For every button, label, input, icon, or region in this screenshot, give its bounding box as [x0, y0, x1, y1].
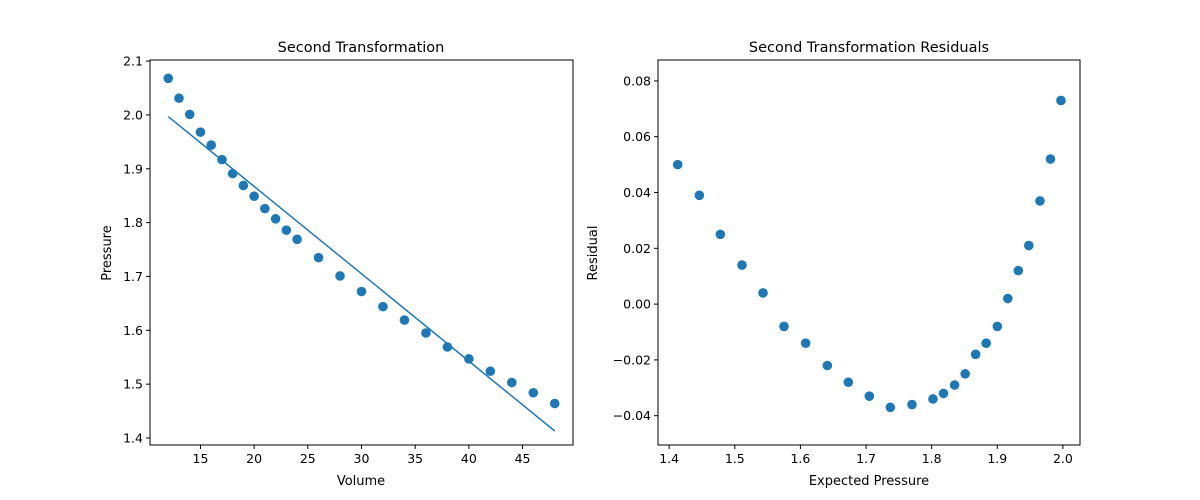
- y-tick-label: 1.7: [123, 269, 143, 284]
- data-point: [442, 342, 453, 352]
- data-point: [928, 394, 938, 404]
- data-point: [885, 402, 896, 413]
- data-point: [485, 366, 496, 377]
- data-point: [938, 388, 949, 399]
- y-tick-label: 1.9: [123, 161, 143, 176]
- data-point: [227, 168, 238, 179]
- data-point: [464, 354, 474, 364]
- data-point: [800, 338, 811, 348]
- data-point: [184, 109, 195, 120]
- data-point: [949, 380, 960, 390]
- chart-title: Second Transformation: [278, 40, 445, 56]
- x-tick-label: 35: [407, 451, 423, 466]
- data-point: [378, 301, 388, 312]
- y-tick-label: 0.00: [623, 297, 651, 312]
- data-point: [528, 387, 539, 398]
- data-point: [399, 315, 410, 325]
- data-point: [313, 252, 324, 263]
- data-point: [270, 214, 281, 224]
- y-tick-label: 1.6: [123, 323, 143, 338]
- y-tick-label: 2.1: [123, 54, 143, 69]
- data-point: [217, 154, 227, 165]
- y-tick-label: 0.06: [623, 129, 651, 144]
- data-point: [779, 321, 789, 332]
- x-tick-label: 1.7: [856, 451, 876, 466]
- plot-area: 1.4 1.5 1.6 1.7 1.8 1.9 2.0 −0.04 −0.02 0.00 0.02 0…: [613, 73, 1073, 466]
- data-point: [238, 180, 249, 191]
- data-point: [970, 349, 981, 360]
- data-point: [1056, 95, 1066, 106]
- x-tick-label: 1.8: [922, 451, 942, 466]
- data-point: [672, 159, 683, 170]
- y-tick-label: 0.02: [623, 241, 651, 256]
- x-tick-label: 1.5: [725, 451, 745, 466]
- pressure-vs-volume-chart: Second Transformation Volume Pressure 15…: [100, 40, 574, 489]
- x-tick-label: 20: [246, 451, 262, 466]
- data-point: [195, 127, 206, 137]
- x-tick-label: 15: [193, 451, 209, 466]
- data-point: [822, 360, 833, 371]
- data-point: [1013, 265, 1024, 276]
- y-tick-label: 2.0: [123, 107, 143, 122]
- data-point: [1024, 240, 1034, 251]
- data-point: [549, 398, 560, 409]
- x-tick-label: 1.6: [790, 451, 810, 466]
- data-point: [356, 286, 367, 297]
- data-point: [260, 203, 270, 214]
- data-point: [992, 321, 1003, 332]
- data-point: [715, 229, 726, 240]
- y-tick-label: −0.04: [613, 408, 651, 423]
- data-point: [1035, 196, 1045, 206]
- data-point: [758, 288, 768, 298]
- data-point: [421, 328, 431, 338]
- y-tick-label: 0.04: [623, 185, 651, 200]
- data-point: [163, 73, 174, 84]
- data-point: [737, 260, 747, 270]
- data-point: [335, 271, 345, 281]
- data-point: [843, 377, 854, 388]
- axes-frame: [657, 59, 1081, 446]
- data-point: [1045, 154, 1056, 164]
- y-tick-label: 1.8: [123, 215, 143, 230]
- y-tick-label: 0.08: [623, 73, 651, 88]
- y-tick-label: −0.02: [613, 352, 651, 367]
- x-tick-label: 2.0: [1053, 451, 1073, 466]
- x-tick-label: 1.4: [659, 451, 679, 466]
- data-point: [960, 369, 970, 379]
- data-point: [694, 190, 705, 201]
- y-tick-label: 1.5: [123, 377, 143, 392]
- data-point: [174, 93, 184, 104]
- y-axis-label: Pressure: [100, 225, 115, 281]
- x-tick-label: 45: [515, 451, 531, 466]
- x-tick-label: 30: [354, 451, 370, 466]
- axes-frame: [149, 59, 574, 446]
- data-point: [281, 225, 292, 235]
- data-point: [907, 399, 917, 410]
- data-point: [981, 338, 991, 348]
- y-tick-label: 1.4: [123, 431, 143, 446]
- residuals-chart: Second Transformation Residuals Expected…: [586, 40, 1081, 489]
- x-tick-label: 25: [300, 451, 316, 466]
- data-point: [864, 391, 875, 401]
- data-point: [292, 234, 302, 245]
- data-point: [249, 191, 259, 202]
- x-tick-label: 40: [461, 451, 477, 466]
- plot-area: 15 20 25 30 35 40 45 1.4 1.5 1.6 1.7 1.8 1.9 2.0 2.1: [123, 54, 560, 466]
- data-point: [507, 377, 517, 388]
- data-point: [206, 140, 216, 150]
- x-axis-label: Expected Pressure: [809, 474, 929, 489]
- x-axis-label: Volume: [337, 474, 385, 489]
- x-tick-label: 1.9: [987, 451, 1007, 466]
- data-point: [1003, 293, 1013, 304]
- chart-title: Second Transformation Residuals: [749, 40, 989, 56]
- y-axis-label: Residual: [586, 226, 601, 281]
